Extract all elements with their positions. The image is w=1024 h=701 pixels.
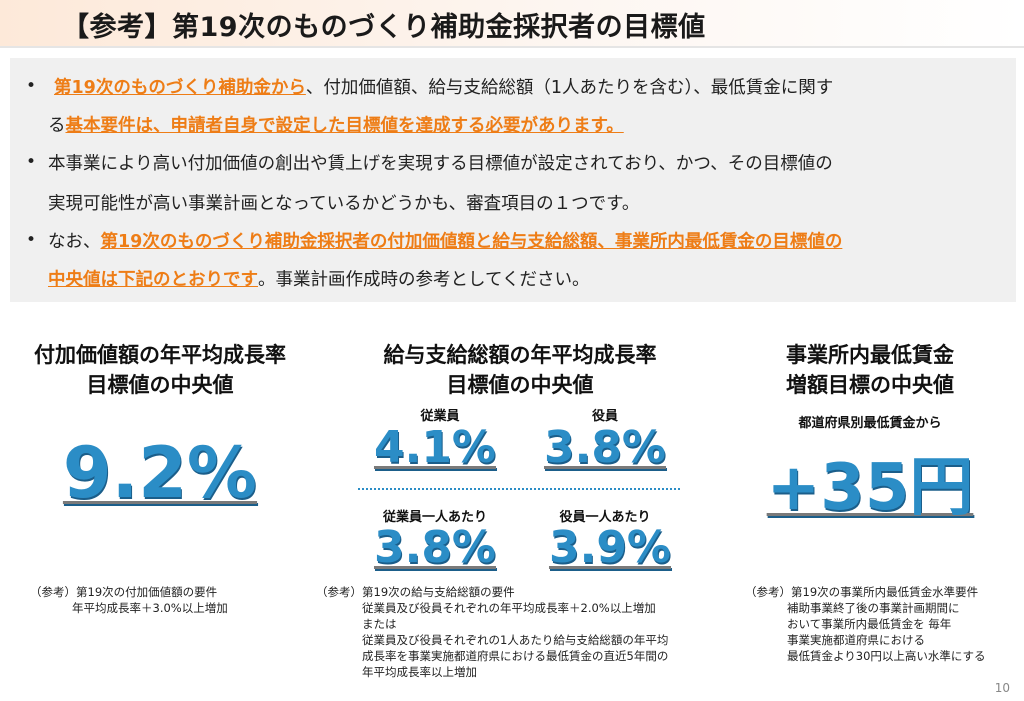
col2-heading: 給与支給総額の年平均成長率 目標値の中央値 [345,340,695,400]
col1-heading-line-1: 付加価値額の年平均成長率 [34,343,286,367]
bullet-1-line-2: る基本要件は、申請者自身で設定した目標値を達成する必要があります。 [48,112,624,137]
col1-note-line-2: 年平均成長率＋3.0%以上増加 [72,601,228,615]
bullet-3-line-1: なお、第19次のものづくり補助金採択者の付加価値額と給与支給総額、事業所内最低賃… [48,228,842,253]
bullet-1-highlight: 第19次のものづくり補助金から [54,78,306,98]
bullet-3-text: 。事業計画作成時の参考としてください。 [258,270,590,290]
col2-value-officer-per: 3.9% [548,522,672,573]
col1-heading: 付加価値額の年平均成長率 目標値の中央値 [10,340,310,400]
col2-heading-line-1: 給与支給総額の年平均成長率 [383,343,657,367]
bullet-1-highlight-2: 基本要件は、申請者自身で設定した目標値を達成する必要があります。 [65,116,624,136]
summary-box [10,58,1016,302]
bullet-3-highlight: 第19次のものづくり補助金採択者の付加価値額と給与支給総額、事業所内最低賃金の目… [100,232,843,252]
bullet-marker-2: • [26,152,37,172]
col1-value: 9.2% [62,432,258,514]
col2-heading-line-2: 目標値の中央値 [446,373,594,397]
col3-heading-line-2: 増額目標の中央値 [786,373,954,397]
col2-label-officer-per: 役員一人あたり [559,510,651,525]
bullet-1-line-1: 第19次のものづくり補助金から、付加価値額、給与支給総額（1人あたりを含む）、最… [54,74,833,99]
col3-note-line-5: 最低賃金より30円以上高い水準にする [787,649,986,663]
col3-heading: 事業所内最低賃金 増額目標の中央値 [730,340,1010,400]
col3-sublabel: 都道府県別最低賃金から [798,416,942,431]
col2-label-employee-per: 従業員一人あたり [382,510,487,525]
title-bar [0,0,1024,46]
page-title: 【参考】第19次のものづくり補助金採択者の目標値 [62,12,706,43]
col2-note-line-4: 従業員及び役員それぞれの1人あたり給与支給総額の年平均 [362,633,669,647]
col2-label-employee: 従業員 [420,409,460,424]
col2-label-officer: 役員 [591,409,618,424]
col2-note-line-2: 従業員及び役員それぞれの年平均成長率＋2.0%以上増加 [362,601,656,615]
col2-value-employee-per: 3.8% [373,522,497,573]
bullet-3-highlight-2: 中央値は下記のとおりです [48,270,258,290]
col1-note-line-1: （参考）第19次の付加価値額の要件 [30,585,218,599]
col1-heading-line-2: 目標値の中央値 [86,373,234,397]
bullet-2-line-2: 実現可能性が高い事業計画となっているかどうかも、審査項目の１つです。 [48,194,640,214]
col3-note-line-1: （参考）第19次の事業所内最低賃金水準要件 [745,585,979,599]
col3-value: +35円 [766,451,974,525]
page-number: 10 [994,681,1010,695]
bullet-marker-1: • [26,76,37,96]
col3-note-line-4: 事業実施都道府県における [787,633,925,647]
col3-note-line-3: おいて事業所内最低賃金を 毎年 [787,617,952,631]
col2-note-line-3: または [362,617,397,631]
bullet-3-line-2: 中央値は下記のとおりです。事業計画作成時の参考としてください。 [48,266,589,291]
bullet-1-prefix: る [48,116,66,136]
bullet-1-text: 、付加価値額、給与支給総額（1人あたりを含む）、最低賃金に関す [305,78,834,98]
title-divider [0,46,1024,48]
col1-note: （参考）第19次の付加価値額の要件 年平均成長率＋3.0%以上増加 [30,584,228,616]
col2-note-line-1: （参考）第19次の給与支給総額の要件 [316,585,515,599]
col3-heading-line-1: 事業所内最低賃金 [786,343,954,367]
col2-value-employee: 4.1% [373,422,497,473]
col2-note: （参考）第19次の給与支給総額の要件 従業員及び役員それぞれの年平均成長率＋2.… [316,584,668,680]
col3-note-line-2: 補助事業終了後の事業計画期間に [787,601,960,615]
col2-divider [358,488,680,490]
col3-note: （参考）第19次の事業所内最低賃金水準要件 補助事業終了後の事業計画期間に おい… [745,584,986,664]
col2-note-line-5: 成長率を事業実施都道府県における最低賃金の直近5年間の [362,649,669,663]
col2-value-officer: 3.8% [543,422,667,473]
col2-note-line-6: 年平均成長率以上増加 [362,665,477,679]
bullet-3-prefix: なお、 [48,232,101,252]
bullet-marker-3: • [26,230,37,250]
bullet-2-line-1: 本事業により高い付加価値の創出や賃上げを実現する目標値が設定されており、かつ、そ… [48,154,833,174]
